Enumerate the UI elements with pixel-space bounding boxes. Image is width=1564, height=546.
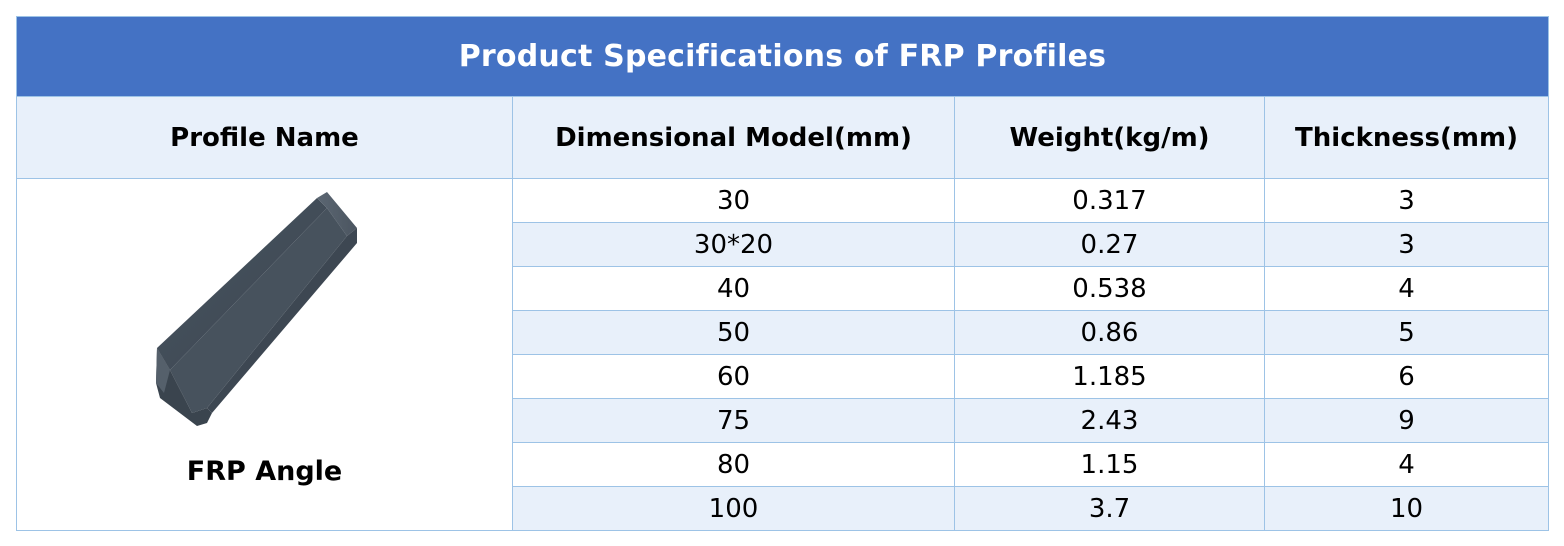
profile-cell: FRP Angle (16, 178, 513, 531)
header-dimensional-model: Dimensional Model(mm) (512, 96, 955, 179)
table-title: Product Specifications of FRP Profiles (16, 16, 1549, 97)
header-weight: Weight(kg/m) (954, 96, 1265, 179)
table-row: 100 3.7 10 (17, 486, 1549, 531)
cell-weight: 0.538 (954, 266, 1265, 311)
cell-weight: 0.27 (954, 222, 1265, 267)
cell-thickness: 6 (1264, 354, 1549, 399)
profile-name: FRP Angle (186, 455, 343, 487)
cell-model: 100 (512, 486, 955, 531)
header-row: Profile Name Dimensional Model(mm) Weigh… (16, 96, 1549, 179)
cell-model: 30*20 (512, 222, 955, 267)
cell-weight: 1.15 (954, 442, 1265, 487)
header-thickness: Thickness(mm) (1264, 96, 1549, 179)
cell-model: 80 (512, 442, 955, 487)
frp-angle-profile-icon (156, 191, 357, 426)
cell-model: 50 (512, 310, 955, 355)
cell-thickness: 10 (1264, 486, 1549, 531)
cell-model: 75 (512, 398, 955, 443)
cell-thickness: 9 (1264, 398, 1549, 443)
cell-weight: 1.185 (954, 354, 1265, 399)
cell-thickness: 4 (1264, 266, 1549, 311)
cell-thickness: 4 (1264, 442, 1549, 487)
title-row: Product Specifications of FRP Profiles (16, 16, 1549, 97)
cell-weight: 0.86 (954, 310, 1265, 355)
cell-weight: 3.7 (954, 486, 1265, 531)
table-row: FRP Angle 30 0.317 3 (16, 178, 1549, 531)
spec-table: Product Specifications of FRP Profiles P… (16, 16, 1549, 531)
table-row: 50 0.86 5 (17, 310, 1549, 355)
header-profile-name: Profile Name (16, 96, 513, 179)
cell-weight: 2.43 (954, 398, 1265, 443)
table-row: 40 0.538 4 (17, 266, 1549, 311)
cell-thickness: 3 (1264, 222, 1549, 267)
cell-weight: 0.317 (954, 178, 1265, 223)
cell-model: 60 (512, 354, 955, 399)
cell-model: 40 (512, 266, 955, 311)
table-row: 30*20 0.27 3 (17, 222, 1549, 267)
cell-thickness: 3 (1264, 178, 1549, 223)
table-row: 80 1.15 4 (17, 442, 1549, 487)
cell-thickness: 5 (1264, 310, 1549, 355)
cell-model: 30 (512, 178, 955, 223)
